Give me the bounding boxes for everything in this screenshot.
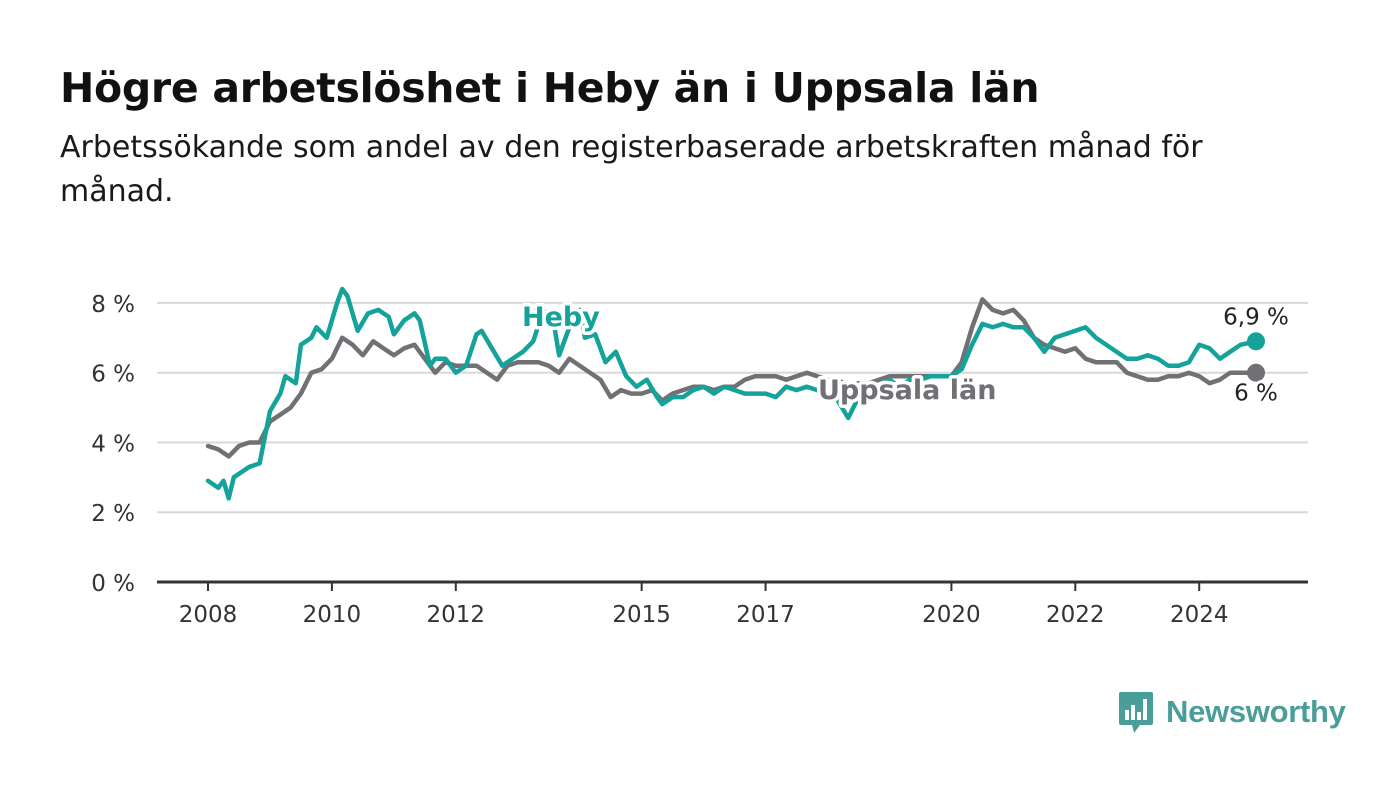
x-tick-label: 2020 bbox=[922, 602, 981, 628]
end-value-label: 6 % bbox=[1234, 381, 1278, 407]
series-name-heby: Heby bbox=[522, 302, 600, 333]
end-value-halo: 6,9 % bbox=[1223, 304, 1289, 330]
y-tick-label: 0 % bbox=[91, 571, 135, 597]
x-tick-label: 2022 bbox=[1046, 602, 1105, 628]
x-tick-label: 2008 bbox=[179, 602, 238, 628]
series-name-uppsala-halo: Uppsala län bbox=[818, 375, 996, 406]
y-tick-label: 2 % bbox=[91, 501, 135, 527]
x-tick-label: 2015 bbox=[612, 602, 671, 628]
series-name-heby-halo: Heby bbox=[522, 302, 600, 333]
y-axis: 0 % 2 % 4 % 6 % 8 % bbox=[91, 292, 135, 597]
series-end-marker bbox=[1247, 363, 1265, 382]
x-tick-label: 2012 bbox=[427, 602, 486, 628]
series-line-uppsala-län bbox=[205, 297, 1259, 459]
x-tick-label: 2024 bbox=[1170, 602, 1229, 628]
x-axis: 2008 2010 2012 2015 2017 2020 2022 2024 bbox=[157, 580, 1308, 628]
x-tick-label: 2010 bbox=[303, 602, 362, 628]
logo-text: Newsworthy bbox=[1166, 694, 1346, 729]
series-name-uppsala: Uppsala län bbox=[818, 375, 996, 406]
chart-subtitle: Arbetssökande som andel av den registerb… bbox=[60, 130, 1203, 209]
newsworthy-logo[interactable]: Newsworthy bbox=[1118, 690, 1346, 734]
newsworthy-chart-bubble-icon bbox=[1119, 692, 1153, 733]
series-lines bbox=[205, 286, 1265, 501]
y-tick-label: 8 % bbox=[91, 292, 135, 318]
end-value-label: 6,9 % bbox=[1223, 304, 1289, 330]
series-line-heby bbox=[205, 286, 1259, 501]
y-tick-label: 4 % bbox=[91, 431, 135, 457]
chart-title: Högre arbetslöshet i Heby än i Uppsala l… bbox=[60, 64, 1040, 112]
end-value-halo: 6 % bbox=[1234, 381, 1278, 407]
x-tick-label: 2017 bbox=[736, 602, 795, 628]
y-tick-label: 6 % bbox=[91, 362, 135, 388]
series-end-marker bbox=[1247, 332, 1265, 351]
